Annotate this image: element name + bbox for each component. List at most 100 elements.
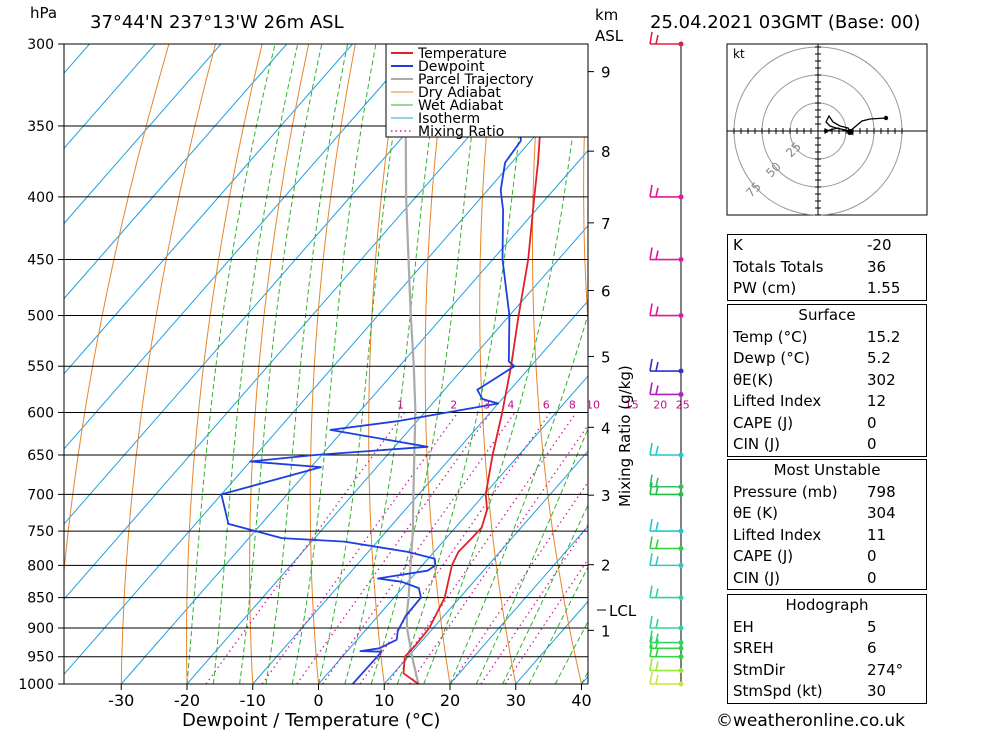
- wind-barbs: [650, 32, 684, 687]
- mixing-ratio-labels: 12346810152025: [397, 398, 690, 411]
- tt-value: 36: [867, 257, 922, 279]
- wet-adiabat-line: [187, 44, 275, 684]
- sfc-theta-value: 302: [867, 370, 922, 392]
- copyright: ©weatheronline.co.uk: [716, 711, 905, 731]
- pressure-tick-label: 700: [27, 487, 54, 503]
- row-mu-pres: Pressure (mb)798: [728, 482, 926, 504]
- wind-barb-feather: [650, 443, 652, 455]
- pw-label: PW (cm): [733, 278, 796, 300]
- sfc-temp-label: Temp (°C): [733, 327, 807, 349]
- temperature-tick-label: -30: [108, 691, 134, 710]
- pressure-tick-label: 1000: [18, 677, 54, 693]
- dry-adiabat-line: [584, 44, 648, 684]
- wet-adiabat-line: [319, 44, 408, 684]
- wind-level-marker: [679, 640, 684, 645]
- height-tick-label: 4: [601, 419, 611, 437]
- mu-li-label: Lifted Index: [733, 525, 821, 547]
- sfc-cin-label: CIN (J): [733, 434, 780, 456]
- sfc-cape-value: 0: [867, 413, 922, 435]
- wind-barb-feather: [656, 385, 658, 394]
- series-dewpoint: [221, 44, 522, 684]
- wind-barb-feather: [656, 675, 658, 684]
- mu-cape-label: CAPE (J): [733, 546, 793, 568]
- mixing-ratio-label: 2: [450, 398, 457, 411]
- lcl-label: LCL: [609, 602, 637, 620]
- row-sfc-cin: CIN (J) 0: [728, 434, 926, 456]
- legend: Temperature Dewpoint Parcel Trajectory D…: [386, 44, 588, 140]
- tt-label: Totals Totals: [733, 257, 823, 279]
- row-mu-cin: CIN (J)0: [728, 568, 926, 590]
- row-mu-theta: θE (K)304: [728, 503, 926, 525]
- pressure-tick-label: 750: [27, 524, 54, 540]
- temperature-tick-label: -20: [174, 691, 200, 710]
- wind-level-marker: [679, 492, 684, 497]
- mixing-ratio-axis-label: Mixing Ratio (g/kg): [616, 365, 634, 507]
- wind-barb-feather: [656, 648, 658, 657]
- wind-level-marker: [679, 194, 684, 199]
- wind-barb-feather: [650, 553, 652, 565]
- wind-barb-feather: [656, 446, 658, 455]
- mu-pres-value: 798: [867, 482, 922, 504]
- pressure-tick-label: 500: [27, 309, 54, 325]
- height-tick-label: 7: [601, 215, 611, 233]
- pressure-tick-labels: 3003504004505005506006507007508008509009…: [18, 37, 54, 693]
- row-sfc-li: Lifted Index12: [728, 391, 926, 413]
- row-sfc-dewp: Dewp (°C) 5.2: [728, 348, 926, 370]
- dry-adiabat-line: [480, 44, 516, 684]
- mixing-ratio-label: 1: [397, 398, 404, 411]
- row-k: K-20: [728, 235, 926, 257]
- row-pw: PW (cm)1.55: [728, 278, 926, 300]
- sfc-li-label: Lifted Index: [733, 391, 821, 413]
- sfc-temp-value: 15.2: [867, 327, 922, 349]
- height-tick-label: 2: [601, 557, 611, 575]
- height-tick-label: 5: [601, 348, 611, 366]
- pressure-tick-label: 900: [27, 621, 54, 637]
- pressure-tick-label: 650: [27, 448, 54, 464]
- wind-barb-feather: [650, 519, 652, 531]
- height-tick-label: 1: [601, 622, 611, 640]
- mixing-ratio-line: [388, 413, 577, 685]
- height-tick-label: 8: [601, 143, 611, 161]
- pressure-tick-label: 800: [27, 558, 54, 574]
- wind-barb-feather: [650, 382, 652, 394]
- mixing-ratio-label: 4: [507, 398, 514, 411]
- wind-barb-feather: [656, 619, 658, 628]
- sfc-dewp-label: Dewp (°C): [733, 348, 810, 370]
- isotherm-line: [0, 44, 418, 684]
- wind-barb-feather: [656, 522, 658, 531]
- surface-title: Surface: [728, 305, 926, 327]
- mixing-ratio-line: [262, 413, 458, 685]
- pressure-tick-label: 850: [27, 591, 54, 607]
- legend-mixing-ratio: Mixing Ratio: [418, 124, 504, 140]
- wet-adiabat-line: [240, 44, 322, 684]
- sfc-cin-value: 0: [867, 434, 922, 456]
- hodo-title: Hodograph: [728, 595, 926, 617]
- asl-unit-label: ASL: [595, 27, 624, 45]
- wind-level-marker: [679, 392, 684, 397]
- wind-barb-feather: [656, 589, 658, 598]
- isotherm-line: [0, 44, 155, 684]
- temperature-tick-label: 20: [440, 691, 460, 710]
- stmspd-label: StmSpd (kt): [733, 681, 823, 703]
- pressure-tick-label: 350: [27, 119, 54, 135]
- x-axis-label: Dewpoint / Temperature (°C): [182, 710, 440, 731]
- mixing-ratio-label: 10: [586, 398, 600, 411]
- wind-barb-feather: [656, 188, 658, 197]
- mu-li-value: 11: [867, 525, 922, 547]
- most-unstable-table: Most Unstable Pressure (mb)798 θE (K)304…: [727, 459, 927, 590]
- temperature-tick-label: 10: [374, 691, 394, 710]
- km-unit-label: km: [595, 6, 618, 24]
- k-label: K: [733, 235, 743, 257]
- row-sreh: SREH6: [728, 638, 926, 660]
- surface-table: Surface Temp (°C)15.2 Dewp (°C)5.2 θE(K)…: [727, 304, 927, 457]
- mu-title: Most Unstable: [728, 460, 926, 482]
- temperature-tick-label: 0: [313, 691, 323, 710]
- wind-barb-feather: [650, 537, 652, 549]
- sfc-cape-label: CAPE (J): [733, 413, 793, 435]
- mu-cin-label: CIN (J): [733, 568, 780, 590]
- pressure-tick-label: 550: [27, 359, 54, 375]
- hodograph-unit: kt: [733, 47, 745, 61]
- row-totals: Totals Totals 36: [728, 257, 926, 279]
- isotherm-line: [56, 44, 616, 684]
- sfc-dewp-value: 5.2: [867, 348, 922, 370]
